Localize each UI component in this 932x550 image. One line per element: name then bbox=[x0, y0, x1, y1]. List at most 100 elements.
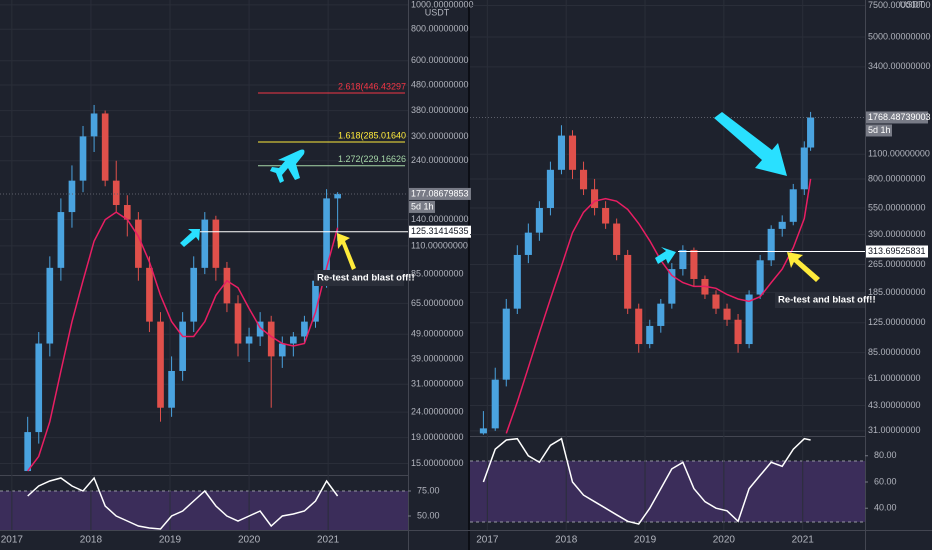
cyan-arrow bbox=[655, 247, 676, 264]
candle-body bbox=[35, 343, 43, 433]
y-tick-label: 265.00000000 bbox=[868, 259, 926, 269]
candle-body bbox=[301, 321, 308, 337]
candle-body bbox=[201, 219, 209, 268]
candle-body bbox=[90, 113, 98, 137]
candle-body bbox=[502, 308, 510, 380]
x-tick-label: 2021 bbox=[792, 535, 815, 546]
candle-body bbox=[690, 249, 698, 279]
last-price-tag bbox=[866, 111, 928, 124]
candle-body bbox=[679, 249, 687, 270]
candle-body bbox=[146, 267, 153, 322]
rsi-tick-label: 40.00 bbox=[874, 503, 897, 513]
candle-body bbox=[112, 180, 120, 206]
candle-body bbox=[767, 228, 775, 261]
rsi-tick-label: 80.00 bbox=[874, 450, 897, 460]
candle-body bbox=[635, 308, 643, 345]
x-tick-label: 2019 bbox=[634, 535, 657, 546]
cyan-arrow bbox=[714, 112, 787, 176]
y-tick-label: 39.00000000 bbox=[411, 354, 464, 364]
y-tick-label: 550.00000000 bbox=[868, 202, 926, 212]
candle-body bbox=[212, 219, 220, 268]
annotation: Re-test and blast off!! bbox=[317, 273, 415, 284]
candle-body bbox=[557, 135, 566, 170]
y-tick-label: 65.00000000 bbox=[411, 298, 464, 308]
x-tick-label: 2021 bbox=[317, 535, 340, 546]
y-tick-label: 31.00000000 bbox=[868, 425, 921, 435]
candle-body bbox=[568, 135, 577, 170]
x-tick-label: 2017 bbox=[1, 535, 24, 546]
annotation: Re-test and blast off!! bbox=[778, 295, 876, 306]
level-label: 313.69525831 bbox=[868, 246, 926, 256]
candle-body bbox=[579, 169, 588, 190]
candle-body bbox=[190, 267, 198, 322]
fib-label: 1.618(285.01640 bbox=[338, 130, 406, 140]
y-tick-label: 800.00000000 bbox=[411, 24, 469, 34]
candle-body bbox=[800, 147, 808, 190]
candle-body bbox=[546, 169, 554, 208]
candle-body bbox=[491, 379, 499, 429]
candle-body bbox=[479, 428, 487, 434]
candle-body bbox=[513, 254, 521, 309]
candle-body bbox=[624, 254, 632, 309]
y-tick-label: 390.00000000 bbox=[868, 229, 926, 239]
x-tick-label: 2019 bbox=[159, 535, 182, 546]
candle-body bbox=[24, 432, 31, 472]
candle-body bbox=[135, 219, 142, 268]
candle-body bbox=[646, 325, 654, 345]
candle-body bbox=[591, 189, 599, 208]
last-price-label: 1768.48739003 bbox=[868, 112, 931, 122]
x-tick-label: 2020 bbox=[238, 535, 261, 546]
candle-body bbox=[789, 189, 797, 222]
y-tick-label: 49.00000000 bbox=[411, 329, 464, 339]
candle-body bbox=[668, 269, 676, 304]
candle-body bbox=[712, 294, 720, 309]
x-tick-label: 2017 bbox=[476, 535, 499, 546]
candle-body bbox=[323, 198, 330, 281]
candle-body bbox=[312, 280, 319, 322]
candle-body bbox=[234, 303, 242, 344]
y-tick-label: 43.00000000 bbox=[868, 400, 921, 410]
candle-body bbox=[745, 294, 753, 345]
y-tick-label: 125.00000000 bbox=[868, 317, 926, 327]
candle-body bbox=[524, 232, 532, 255]
y-tick-label: 85.00000000 bbox=[868, 347, 921, 357]
y-tick-label: 480.00000000 bbox=[411, 79, 469, 89]
candle-body bbox=[179, 321, 186, 371]
rsi-tick-label: 60.00 bbox=[874, 476, 897, 486]
moving-average bbox=[27, 211, 339, 472]
yellow-arrow bbox=[787, 252, 820, 282]
candle-body bbox=[256, 321, 264, 337]
candle-body bbox=[46, 267, 54, 344]
candle-body bbox=[123, 205, 131, 220]
last-price-tag bbox=[409, 187, 471, 200]
last-price-label: 177.08679853 bbox=[411, 188, 469, 198]
candle-body bbox=[613, 223, 621, 255]
candle-body bbox=[723, 308, 731, 320]
y-tick-label: 61.00000000 bbox=[868, 373, 921, 383]
annotation-box bbox=[775, 292, 865, 308]
candle-body bbox=[79, 136, 87, 181]
y-tick-label: 300.00000000 bbox=[411, 131, 469, 141]
candle-body bbox=[602, 207, 610, 224]
candle-body bbox=[101, 113, 109, 181]
candle-body bbox=[278, 343, 286, 357]
candle-body bbox=[68, 180, 76, 213]
annotation-box bbox=[314, 270, 404, 286]
y-tick-label: 85.00000000 bbox=[411, 268, 464, 278]
y-tick-label: 15.00000000 bbox=[411, 458, 464, 468]
countdown-label: 5d 1h bbox=[868, 125, 891, 135]
x-tick-label: 2020 bbox=[713, 535, 736, 546]
countdown-tag bbox=[409, 200, 435, 213]
y-tick-label: 185.00000000 bbox=[868, 287, 926, 297]
y-tick-label: 3400.00000000 bbox=[868, 61, 931, 71]
candle-body bbox=[245, 336, 253, 344]
y-tick-label: 5000.00000000 bbox=[868, 31, 931, 41]
level-label: 125.31414535 bbox=[411, 226, 469, 236]
candle-body bbox=[290, 336, 297, 344]
axis-unit: USDT bbox=[900, 0, 925, 9]
candle-body bbox=[657, 303, 665, 326]
y-tick-label: 240.00000000 bbox=[411, 155, 469, 165]
